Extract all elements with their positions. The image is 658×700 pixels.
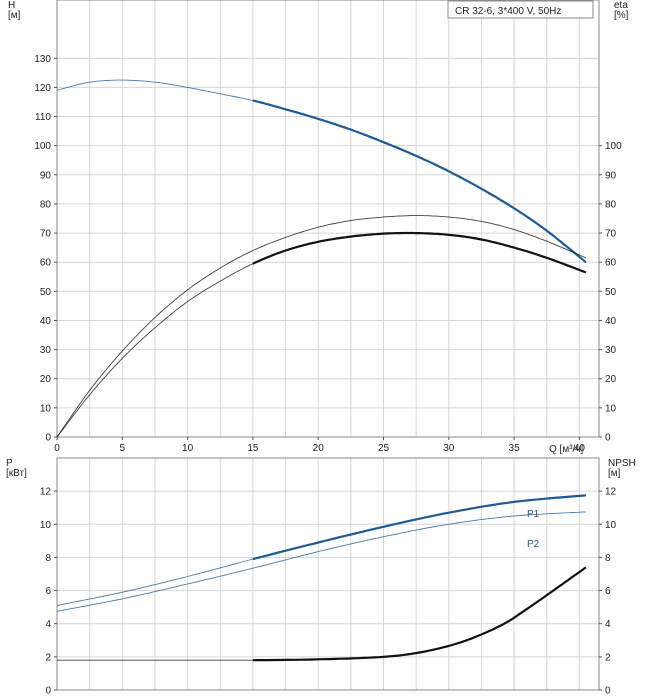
top-grid (56, 0, 600, 438)
y2-tick-label: 90 (605, 170, 617, 181)
y-tick-label: 20 (40, 374, 52, 385)
x-tick-label: 15 (247, 443, 259, 454)
top-y2label: eta [%] (614, 0, 629, 21)
y-tick-label: 120 (34, 83, 51, 94)
y2-tick-label: 80 (605, 199, 617, 210)
bottom-y2label: NPSH [м] (608, 458, 636, 479)
y-tick-label: 90 (40, 170, 52, 181)
y-tick-label: 50 (40, 287, 52, 298)
bottom-series (56, 494, 587, 662)
y2-tick-label: 0 (605, 433, 611, 444)
y2-tick-label: 8 (605, 553, 611, 564)
y-tick-label: 70 (40, 229, 52, 240)
y2-tick-label: 30 (605, 345, 617, 356)
series-line-0-0 (252, 99, 587, 264)
y2-tick-label: 100 (605, 141, 622, 152)
y-tick-label: 0 (45, 686, 51, 697)
y2-tick-label: 2 (605, 652, 611, 663)
bottom-grid (56, 457, 600, 691)
x-tick-label: 25 (378, 443, 390, 454)
y2-tick-label: 40 (605, 316, 617, 327)
y-tick-label: 30 (40, 345, 52, 356)
bottom-ticks: 0 2 4 6 8 10 12 0 2 4 6 8 10 12 (40, 487, 617, 697)
top-ylabel: H [м] (8, 0, 21, 21)
series-line-thin-0-1 (56, 215, 587, 438)
y2-tick-label: 50 (605, 287, 617, 298)
top-ticks: 0102030405060708090100110120130010203040… (34, 54, 622, 454)
y-tick-label: 80 (40, 199, 52, 210)
series-line-thin-1-0 (56, 558, 254, 606)
legend-label-p1: P1 (527, 509, 540, 520)
plot-frame (56, 0, 600, 438)
bottom-ylabel: P [кВт] (6, 458, 27, 479)
top-series (56, 79, 587, 438)
chart-title-box (447, 0, 594, 19)
y-tick-label: 10 (40, 520, 52, 531)
y-tick-label: 6 (45, 586, 51, 597)
x-tick-label: 35 (509, 443, 521, 454)
series-line-1-0 (252, 494, 586, 561)
y2-tick-label: 10 (605, 403, 617, 414)
series-line-thin-0-2 (56, 263, 254, 438)
y-tick-label: 10 (40, 403, 52, 414)
y2-tick-label: 6 (605, 586, 611, 597)
y2-tick-label: 60 (605, 258, 617, 269)
y-tick-label: 0 (45, 433, 51, 444)
y-tick-label: 130 (34, 54, 51, 65)
y2-tick-label: 70 (605, 229, 617, 240)
y-tick-label: 2 (45, 652, 51, 663)
y2-tick-label: 12 (605, 487, 617, 498)
y2-tick-label: 0 (605, 686, 611, 697)
y-tick-label: 8 (45, 553, 51, 564)
y-tick-label: 12 (40, 487, 52, 498)
y-tick-label: 4 (45, 619, 51, 630)
y-tick-label: 110 (35, 112, 51, 123)
x-tick-label: 10 (182, 443, 194, 454)
x-axis-label: Q [м³/ч] (549, 444, 584, 455)
y-tick-label: 100 (34, 141, 51, 152)
plot-frame (56, 457, 600, 691)
x-tick-label: 0 (54, 443, 60, 454)
series-line-1-2 (252, 566, 587, 662)
y2-tick-label: 4 (605, 619, 611, 630)
x-tick-label: 20 (313, 443, 325, 454)
x-tick-label: 5 (120, 443, 126, 454)
series-line-thin-1-1 (56, 511, 586, 612)
series-line-thin-0-0 (56, 79, 253, 101)
y2-tick-label: 20 (605, 374, 617, 385)
y-tick-label: 60 (40, 258, 52, 269)
x-tick-label: 40 (574, 443, 586, 454)
legend-label-p2: P2 (527, 539, 540, 550)
chart-title: CR 32-6, 3*400 V, 50Hz (455, 6, 561, 17)
y2-tick-label: 10 (605, 520, 617, 531)
x-tick-label: 30 (443, 443, 455, 454)
series-line-0-2 (252, 231, 587, 274)
y-tick-label: 40 (40, 316, 52, 327)
